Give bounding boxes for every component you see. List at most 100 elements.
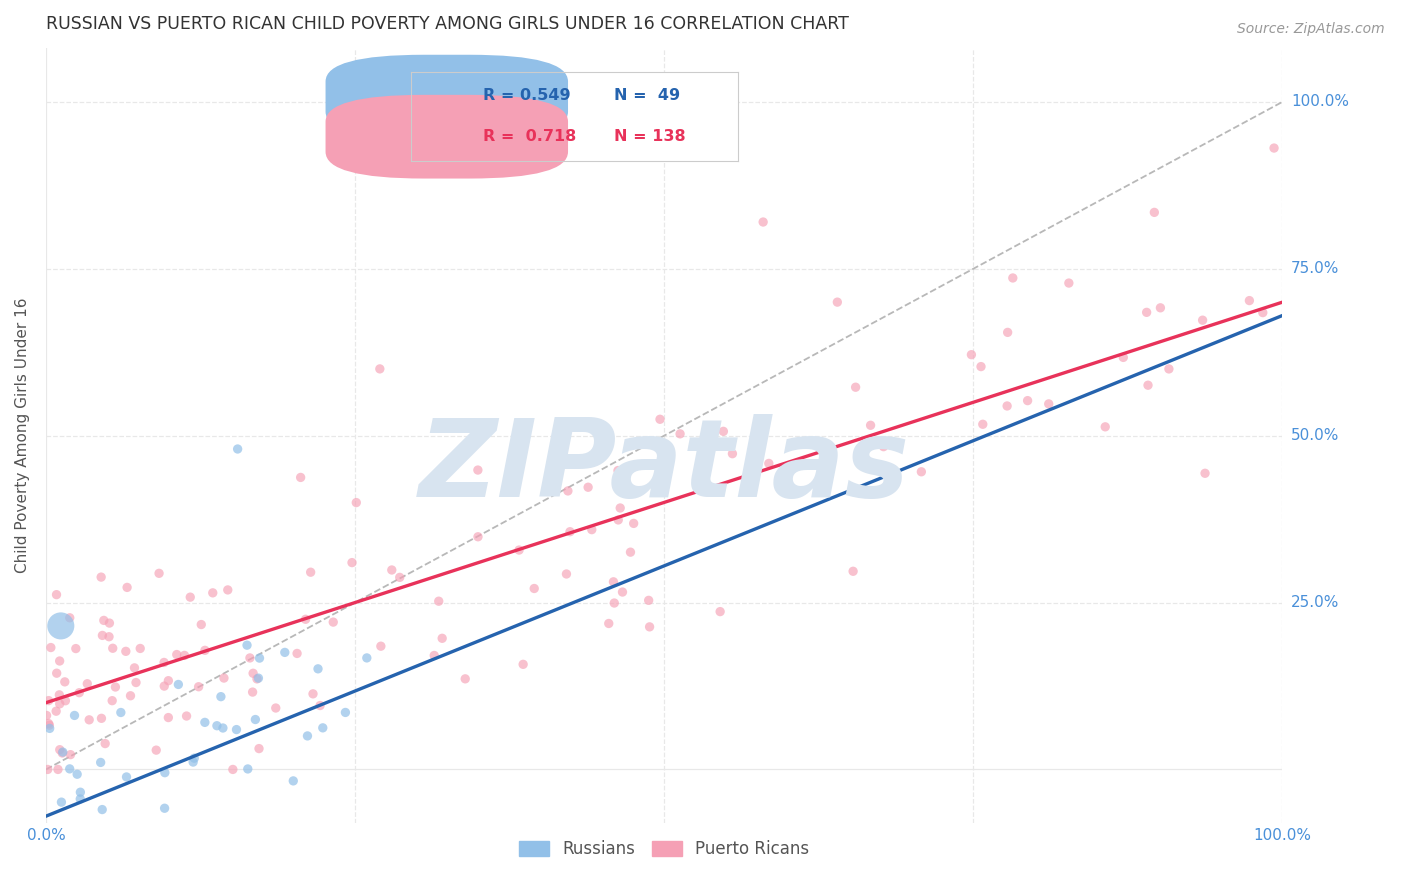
Point bbox=[160, 863, 183, 877]
Point bbox=[581, 523, 603, 537]
Point bbox=[125, 675, 148, 690]
Point bbox=[607, 464, 630, 478]
Point bbox=[181, 755, 204, 769]
Point bbox=[90, 756, 112, 770]
Point bbox=[290, 470, 312, 484]
Point bbox=[236, 638, 259, 652]
Point bbox=[709, 605, 731, 619]
Text: 75.0%: 75.0% bbox=[1291, 261, 1339, 277]
Point bbox=[299, 565, 322, 579]
Legend: Russians, Puerto Ricans: Russians, Puerto Ricans bbox=[512, 833, 815, 865]
Point bbox=[76, 677, 98, 691]
Point bbox=[242, 666, 264, 681]
Point bbox=[104, 863, 127, 877]
Point bbox=[859, 418, 882, 433]
Point bbox=[388, 570, 411, 584]
Point bbox=[179, 590, 201, 604]
Point bbox=[145, 743, 167, 757]
Point bbox=[242, 685, 264, 699]
Point bbox=[381, 563, 404, 577]
Point bbox=[1001, 271, 1024, 285]
Point bbox=[205, 719, 228, 733]
Point bbox=[153, 656, 176, 670]
Point bbox=[67, 686, 90, 700]
Point bbox=[602, 574, 624, 589]
Text: 100.0%: 100.0% bbox=[1291, 95, 1348, 110]
Point bbox=[309, 698, 332, 713]
Point bbox=[423, 648, 446, 663]
Point bbox=[38, 863, 60, 877]
Point bbox=[77, 713, 100, 727]
Point bbox=[129, 641, 152, 656]
Point bbox=[1191, 313, 1213, 327]
Point bbox=[1112, 351, 1135, 365]
Point bbox=[845, 380, 868, 394]
Point bbox=[1143, 205, 1166, 219]
Point bbox=[222, 763, 245, 777]
Point bbox=[1038, 397, 1060, 411]
Point bbox=[153, 679, 176, 693]
Point bbox=[90, 711, 112, 725]
Point bbox=[35, 708, 58, 723]
Point bbox=[503, 478, 526, 492]
Point bbox=[48, 863, 70, 877]
Point bbox=[90, 570, 112, 584]
Point bbox=[1057, 276, 1080, 290]
Point bbox=[972, 417, 994, 432]
Point bbox=[1094, 420, 1116, 434]
Point bbox=[225, 723, 247, 737]
Y-axis label: Child Poverty Among Girls Under 16: Child Poverty Among Girls Under 16 bbox=[15, 298, 30, 574]
Point bbox=[356, 651, 378, 665]
Point bbox=[55, 694, 77, 708]
Point bbox=[264, 701, 287, 715]
Point bbox=[1017, 393, 1039, 408]
Point bbox=[69, 785, 91, 799]
Point bbox=[960, 348, 983, 362]
Point bbox=[91, 628, 114, 642]
Point bbox=[638, 620, 661, 634]
Point bbox=[167, 677, 190, 691]
Point bbox=[38, 722, 60, 736]
Point bbox=[523, 582, 546, 596]
Point bbox=[247, 741, 270, 756]
Point bbox=[101, 641, 124, 656]
Text: ZIPatlas: ZIPatlas bbox=[419, 414, 910, 520]
Point bbox=[910, 465, 932, 479]
Point bbox=[557, 483, 579, 498]
Point bbox=[721, 447, 744, 461]
Point bbox=[236, 762, 259, 776]
Point bbox=[370, 639, 392, 653]
Point bbox=[239, 651, 262, 665]
Point bbox=[98, 616, 121, 631]
Point bbox=[72, 856, 94, 871]
Point bbox=[1157, 362, 1180, 376]
Point bbox=[157, 710, 180, 724]
Point bbox=[1137, 378, 1160, 392]
Point bbox=[970, 359, 993, 374]
Point bbox=[49, 619, 72, 633]
Point bbox=[467, 530, 489, 544]
Point bbox=[51, 746, 73, 760]
Point bbox=[110, 706, 132, 720]
Point bbox=[166, 648, 188, 662]
Point bbox=[997, 326, 1019, 340]
Point bbox=[98, 832, 121, 847]
Point bbox=[42, 830, 65, 845]
Point bbox=[183, 751, 205, 765]
Point bbox=[285, 647, 308, 661]
Point bbox=[274, 645, 297, 659]
Point bbox=[209, 690, 232, 704]
Point bbox=[1194, 467, 1216, 481]
Point bbox=[104, 680, 127, 694]
Point bbox=[187, 680, 209, 694]
Point bbox=[217, 582, 239, 597]
Point bbox=[294, 612, 316, 626]
Point bbox=[48, 697, 70, 711]
Point bbox=[302, 687, 325, 701]
Point bbox=[98, 630, 121, 644]
Point bbox=[612, 585, 634, 599]
Point bbox=[368, 362, 391, 376]
Point bbox=[80, 844, 103, 858]
Point bbox=[51, 795, 73, 809]
Point bbox=[91, 803, 114, 817]
